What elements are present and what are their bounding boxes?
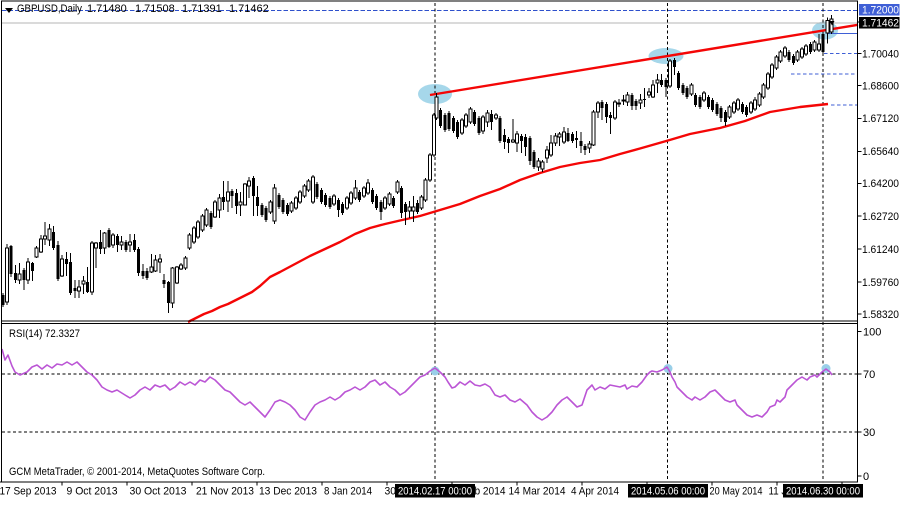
svg-text:4 Apr 2014: 4 Apr 2014	[571, 486, 619, 498]
svg-text:100: 100	[863, 326, 881, 338]
svg-text:2014.06.30 00:00: 2014.06.30 00:00	[786, 486, 860, 498]
svg-text:1.71462: 1.71462	[862, 18, 899, 30]
svg-text:14 Mar 2014: 14 Mar 2014	[509, 486, 566, 498]
svg-text:RSI(14) 72.3327: RSI(14) 72.3327	[9, 328, 80, 340]
svg-text:2014.02.17 00:00: 2014.02.17 00:00	[398, 486, 472, 498]
svg-text:13 Dec 2013: 13 Dec 2013	[259, 486, 317, 498]
svg-text:2014.05.06 00:00: 2014.05.06 00:00	[631, 486, 705, 498]
svg-text:9 Oct 2013: 9 Oct 2013	[67, 486, 118, 498]
svg-text:1.64200: 1.64200	[862, 178, 899, 190]
svg-text:1.71462: 1.71462	[229, 3, 269, 15]
svg-text:30 Oct 2013: 30 Oct 2013	[130, 486, 187, 498]
svg-text:1.58320: 1.58320	[862, 309, 899, 321]
svg-text:1.72000: 1.72000	[862, 5, 899, 17]
svg-text:1.71391: 1.71391	[182, 3, 222, 15]
svg-text:1.68600: 1.68600	[862, 80, 899, 92]
svg-text:8 Jan 2014: 8 Jan 2014	[324, 486, 372, 498]
svg-text:30: 30	[863, 427, 875, 439]
svg-text:1.62720: 1.62720	[862, 211, 899, 223]
svg-text:70: 70	[863, 369, 875, 381]
svg-text:1.65640: 1.65640	[862, 146, 899, 158]
svg-text:1.71508: 1.71508	[135, 3, 175, 15]
svg-text:1.61240: 1.61240	[862, 244, 899, 256]
svg-text:GBPUSD,Daily: GBPUSD,Daily	[17, 3, 82, 15]
svg-text:21 Nov 2013: 21 Nov 2013	[196, 486, 254, 498]
svg-text:0: 0	[863, 471, 869, 483]
svg-text:1.70040: 1.70040	[862, 48, 899, 60]
svg-text:GCM MetaTrader, © 2001-2014, M: GCM MetaTrader, © 2001-2014, MetaQuotes …	[9, 466, 265, 478]
svg-text:1.59760: 1.59760	[862, 277, 899, 289]
svg-text:1.67120: 1.67120	[862, 113, 899, 125]
svg-text:1.71480: 1.71480	[87, 3, 127, 15]
svg-text:20 May 2014: 20 May 2014	[710, 486, 763, 498]
svg-text:17 Sep 2013: 17 Sep 2013	[0, 486, 57, 498]
